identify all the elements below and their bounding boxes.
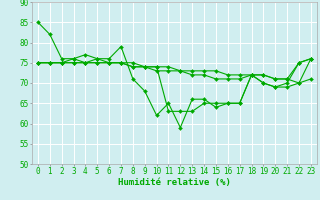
X-axis label: Humidité relative (%): Humidité relative (%): [118, 178, 231, 187]
